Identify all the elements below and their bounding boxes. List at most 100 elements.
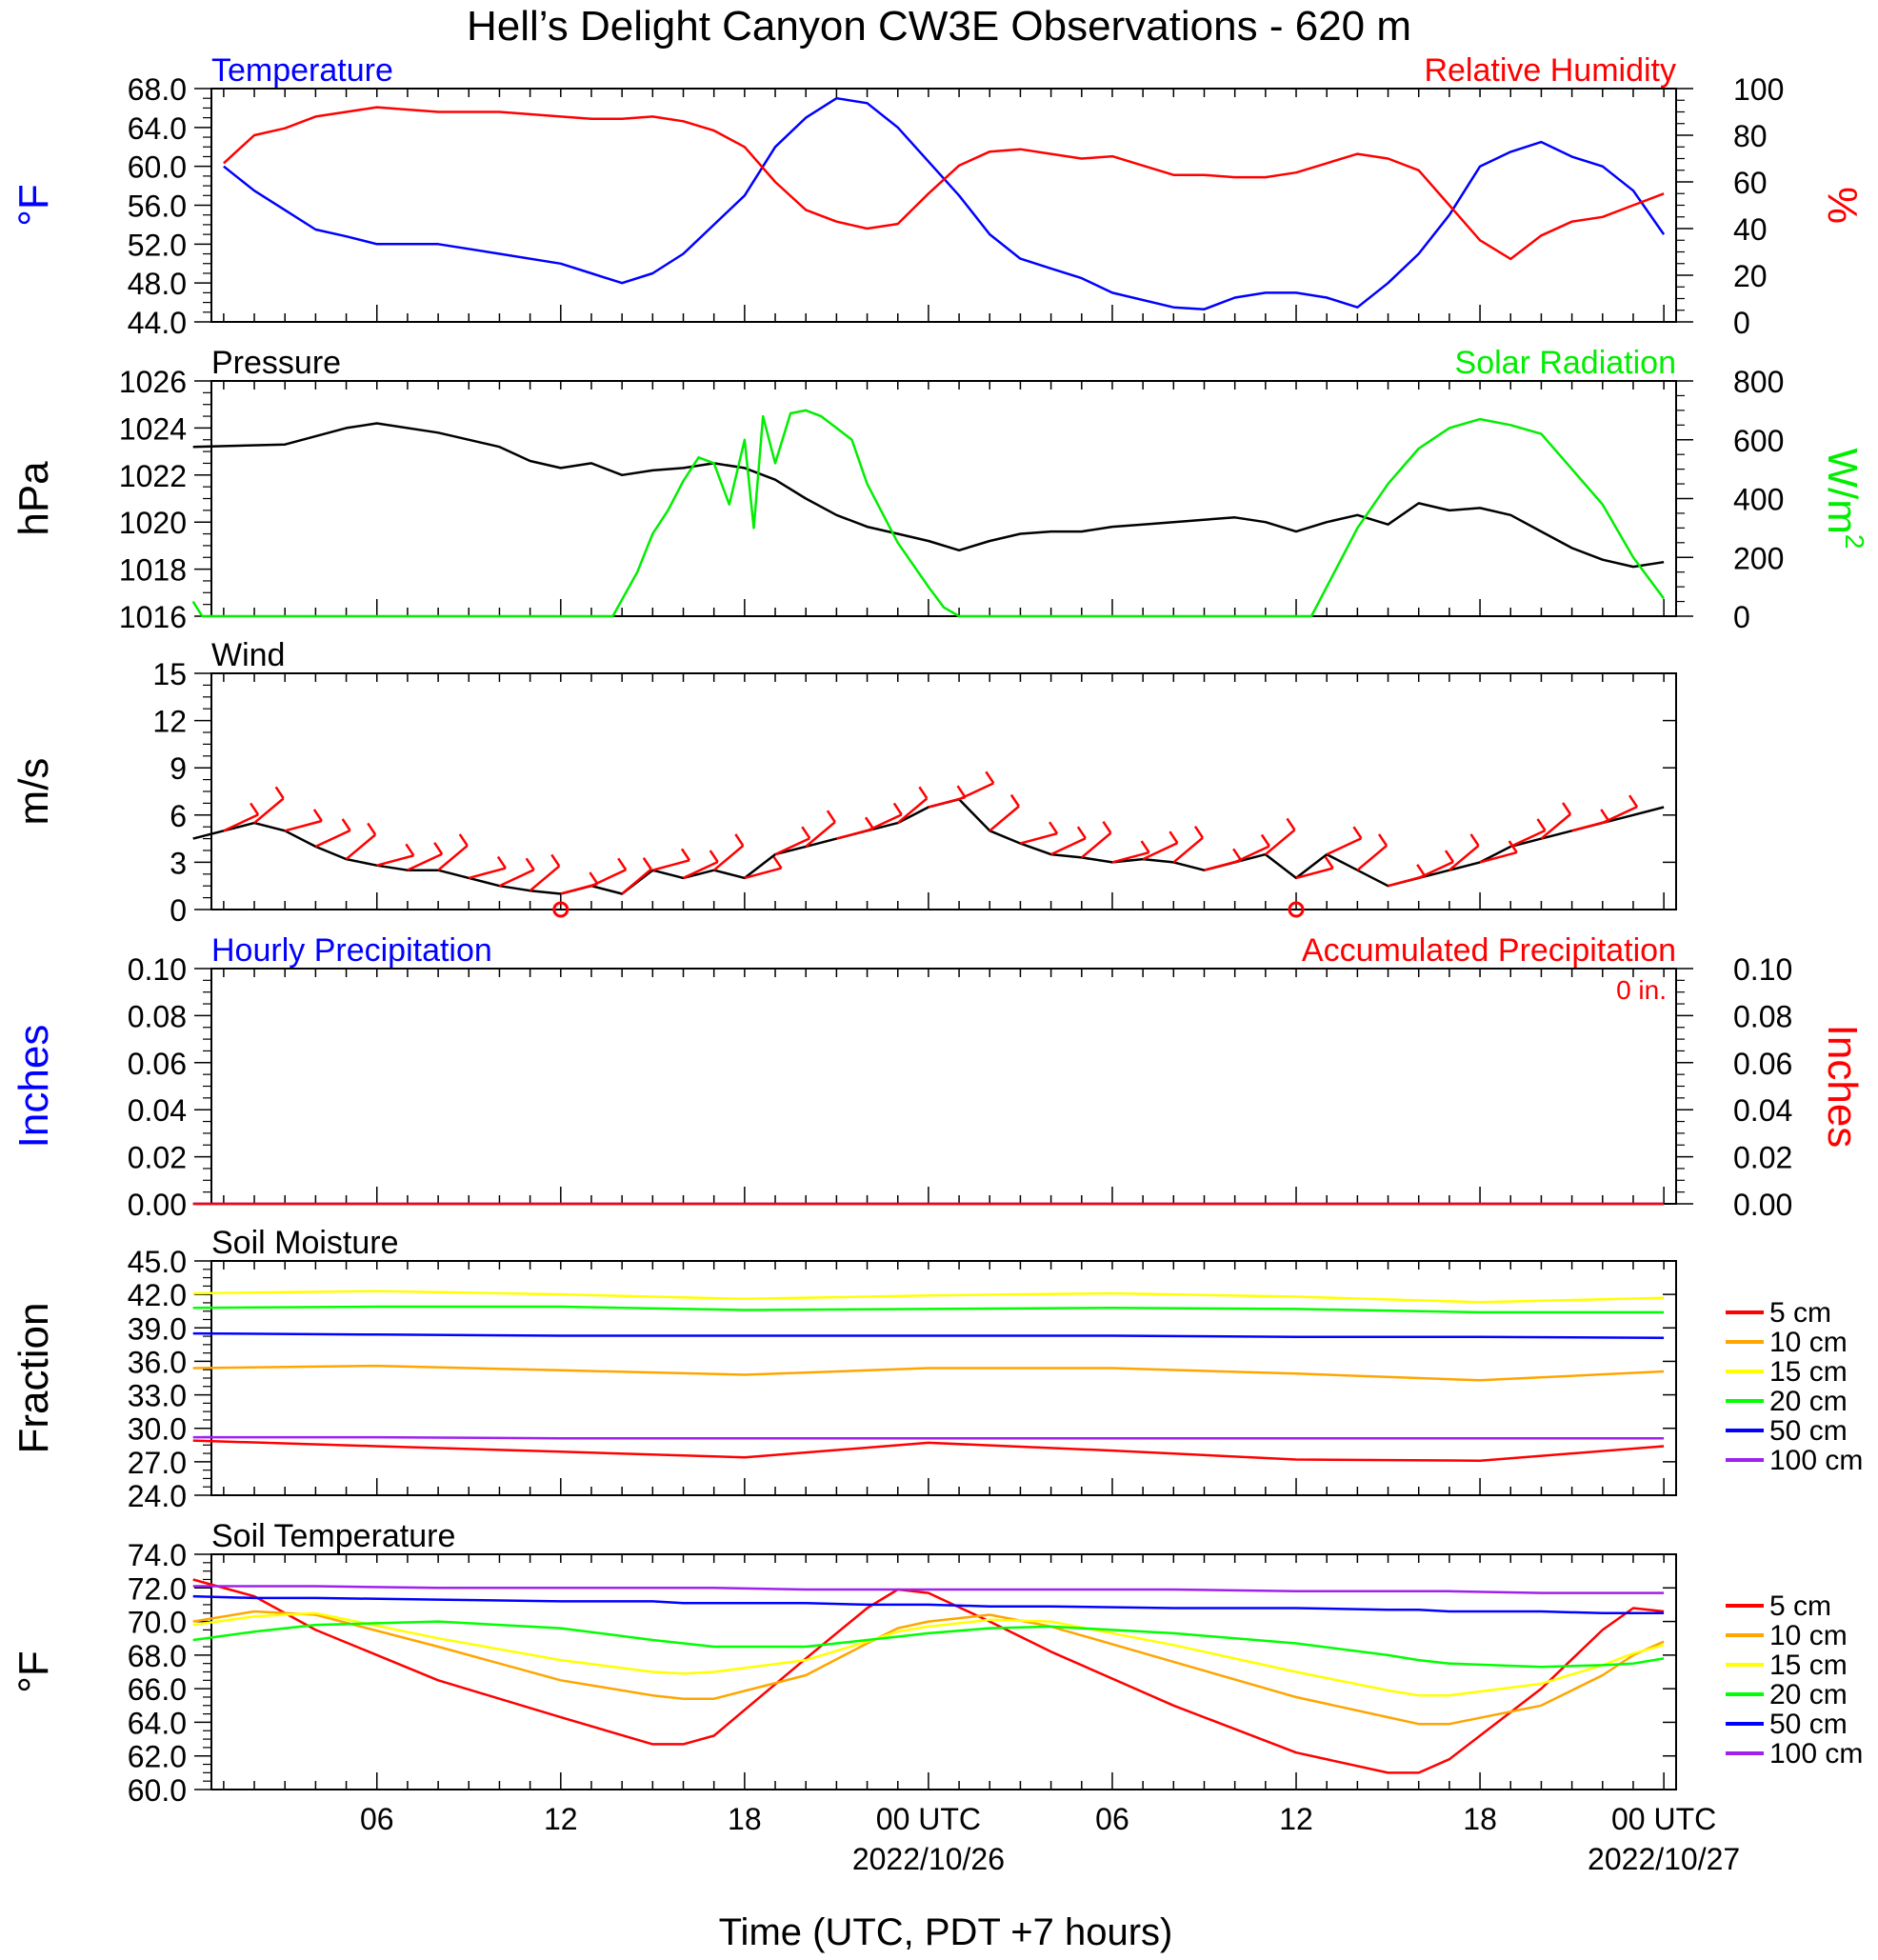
wind-barb-flag xyxy=(433,842,444,855)
wind-barb xyxy=(652,859,690,871)
wind-barb xyxy=(1479,850,1518,864)
panel-frame xyxy=(210,672,1677,910)
x-axis-label: Time (UTC, PDT +7 hours) xyxy=(719,1911,1173,1953)
wind-barb xyxy=(1111,850,1149,864)
wind-barb xyxy=(744,867,782,880)
legend-label: 100 cm xyxy=(1769,1445,1863,1476)
wind-barb xyxy=(376,854,414,867)
y-axis-label-left: hPa xyxy=(10,461,57,536)
wind-barb xyxy=(437,844,469,871)
y-tick-label-left: 72.0 xyxy=(128,1571,187,1606)
wind-barb-flag xyxy=(956,785,967,798)
y-tick-label-right: 0 xyxy=(1733,306,1750,340)
y-tick-label-left: 24.0 xyxy=(128,1479,187,1513)
series-line-100-cm xyxy=(192,1585,1665,1594)
y-tick-label-left: 56.0 xyxy=(128,190,187,224)
y-tick-label-left: 1024 xyxy=(119,411,187,446)
wind-barb xyxy=(896,797,929,825)
y-tick-label-right: 60 xyxy=(1733,166,1768,200)
wind-barb xyxy=(1142,842,1178,861)
y-tick-label-left: 60.0 xyxy=(128,1773,187,1808)
panel-title-left: Soil Moisture xyxy=(211,1225,399,1261)
y-tick-label-right: 0 xyxy=(1733,600,1750,634)
wind-barb xyxy=(590,869,627,888)
legend-label: 10 cm xyxy=(1769,1327,1848,1358)
y-axis-label-left: °F xyxy=(10,184,57,226)
y-tick-label-left: 33.0 xyxy=(128,1379,187,1413)
wind-barb xyxy=(529,865,561,892)
wind-barb xyxy=(223,813,259,832)
y-tick-label-right: 400 xyxy=(1733,483,1784,517)
wind-barb-flag xyxy=(1324,855,1334,870)
wind-barb-flag xyxy=(589,871,599,885)
wind-barb xyxy=(1326,837,1362,856)
series-line-5-cm xyxy=(192,1439,1665,1462)
wind-barb xyxy=(1295,867,1333,880)
wind-barb-flag xyxy=(1628,794,1639,808)
panel-wind: 0 3 6 9 12 15 Wind m/s xyxy=(10,637,1677,928)
wind-barb-flag xyxy=(341,818,351,831)
wind-barb xyxy=(1265,829,1296,856)
y-tick-label-left: 48.0 xyxy=(128,267,187,301)
legend-label: 20 cm xyxy=(1769,1386,1848,1417)
y-tick-label-left: 52.0 xyxy=(128,228,187,262)
x-tick-label: 06 xyxy=(1095,1802,1129,1836)
wind-barb-flag xyxy=(918,786,929,800)
wind-barb-flag xyxy=(1232,848,1243,862)
chart-title: Hell’s Delight Canyon CW3E Observations … xyxy=(467,3,1411,50)
panel-title-right: Relative Humidity xyxy=(1424,52,1676,89)
calm-wind-marker xyxy=(552,901,569,918)
wind-barb-flag xyxy=(1260,833,1270,848)
y-tick-label-left: 0 xyxy=(170,893,187,928)
legend-label: 50 cm xyxy=(1769,1709,1848,1740)
wind-barb-flag xyxy=(1536,818,1547,831)
y-tick-label-left: 68.0 xyxy=(128,72,187,107)
wind-barb-flag xyxy=(274,786,285,800)
wind-barb-flag xyxy=(405,843,415,857)
panel-title-left: Wind xyxy=(211,637,285,673)
wind-barb-flag xyxy=(496,855,507,870)
wind-barb xyxy=(1418,860,1454,880)
series-line-wind-speed xyxy=(192,798,1665,895)
wind-barb xyxy=(1172,836,1204,864)
y-axis-label-right: Inches xyxy=(1819,1025,1866,1149)
y-tick-label-right: 200 xyxy=(1733,541,1784,575)
wind-barb-flag xyxy=(1193,825,1204,839)
legend-label: 20 cm xyxy=(1769,1679,1848,1710)
panel-title-right: Solar Radiation xyxy=(1455,345,1676,381)
wind-barb-flag xyxy=(312,809,323,822)
y-axis-label-left: °F xyxy=(10,1650,57,1692)
y-axis-label-right: % xyxy=(1819,187,1866,224)
y-tick-label-right: 800 xyxy=(1733,365,1784,399)
calm-wind-marker xyxy=(1288,901,1305,918)
wind-barb-flag xyxy=(617,857,628,870)
y-tick-label-left: 64.0 xyxy=(128,1706,187,1740)
y-tick-label-right: 100 xyxy=(1733,72,1784,107)
panel-pressure_solar: 1016 1018 1020 1022 1024 1026 0 200 400 600 800 Pre… xyxy=(10,345,1869,634)
wind-barb xyxy=(1050,837,1087,856)
panel-precipitation: 0.00 0.02 0.04 0.06 0.08 0.10 0.00 0.02 0.04 0.06… xyxy=(10,932,1866,1222)
y-tick-label-right: 0.10 xyxy=(1733,952,1792,987)
panels-group: 44.048.052.056.060.064.068.0020406080100… xyxy=(10,52,1869,1808)
y-tick-label-right: 0.06 xyxy=(1733,1047,1792,1081)
wind-barb xyxy=(682,860,719,880)
y-axis-label-left: Inches xyxy=(10,1025,57,1149)
series-line-temperature xyxy=(223,96,1666,310)
x-tick-label: 18 xyxy=(728,1802,762,1836)
wind-barb-flag xyxy=(1600,809,1610,822)
wind-barb xyxy=(345,833,377,861)
y-tick-label-left: 39.0 xyxy=(128,1311,187,1346)
series-line-10-cm xyxy=(192,1610,1665,1726)
y-tick-label-left: 42.0 xyxy=(128,1278,187,1312)
wind-barb xyxy=(712,844,745,871)
y-tick-label-left: 0.08 xyxy=(128,999,187,1033)
x-tick-label: 00 UTC xyxy=(1611,1802,1716,1836)
wind-barb-flag xyxy=(772,855,783,870)
y-tick-label-left: 0.06 xyxy=(128,1047,187,1081)
y-tick-label-left: 74.0 xyxy=(128,1538,187,1572)
wind-barb-flag xyxy=(250,802,260,816)
y-tick-label-left: 0.04 xyxy=(128,1093,187,1128)
wind-barb xyxy=(468,867,507,880)
panel-title-left: Temperature xyxy=(211,52,393,89)
